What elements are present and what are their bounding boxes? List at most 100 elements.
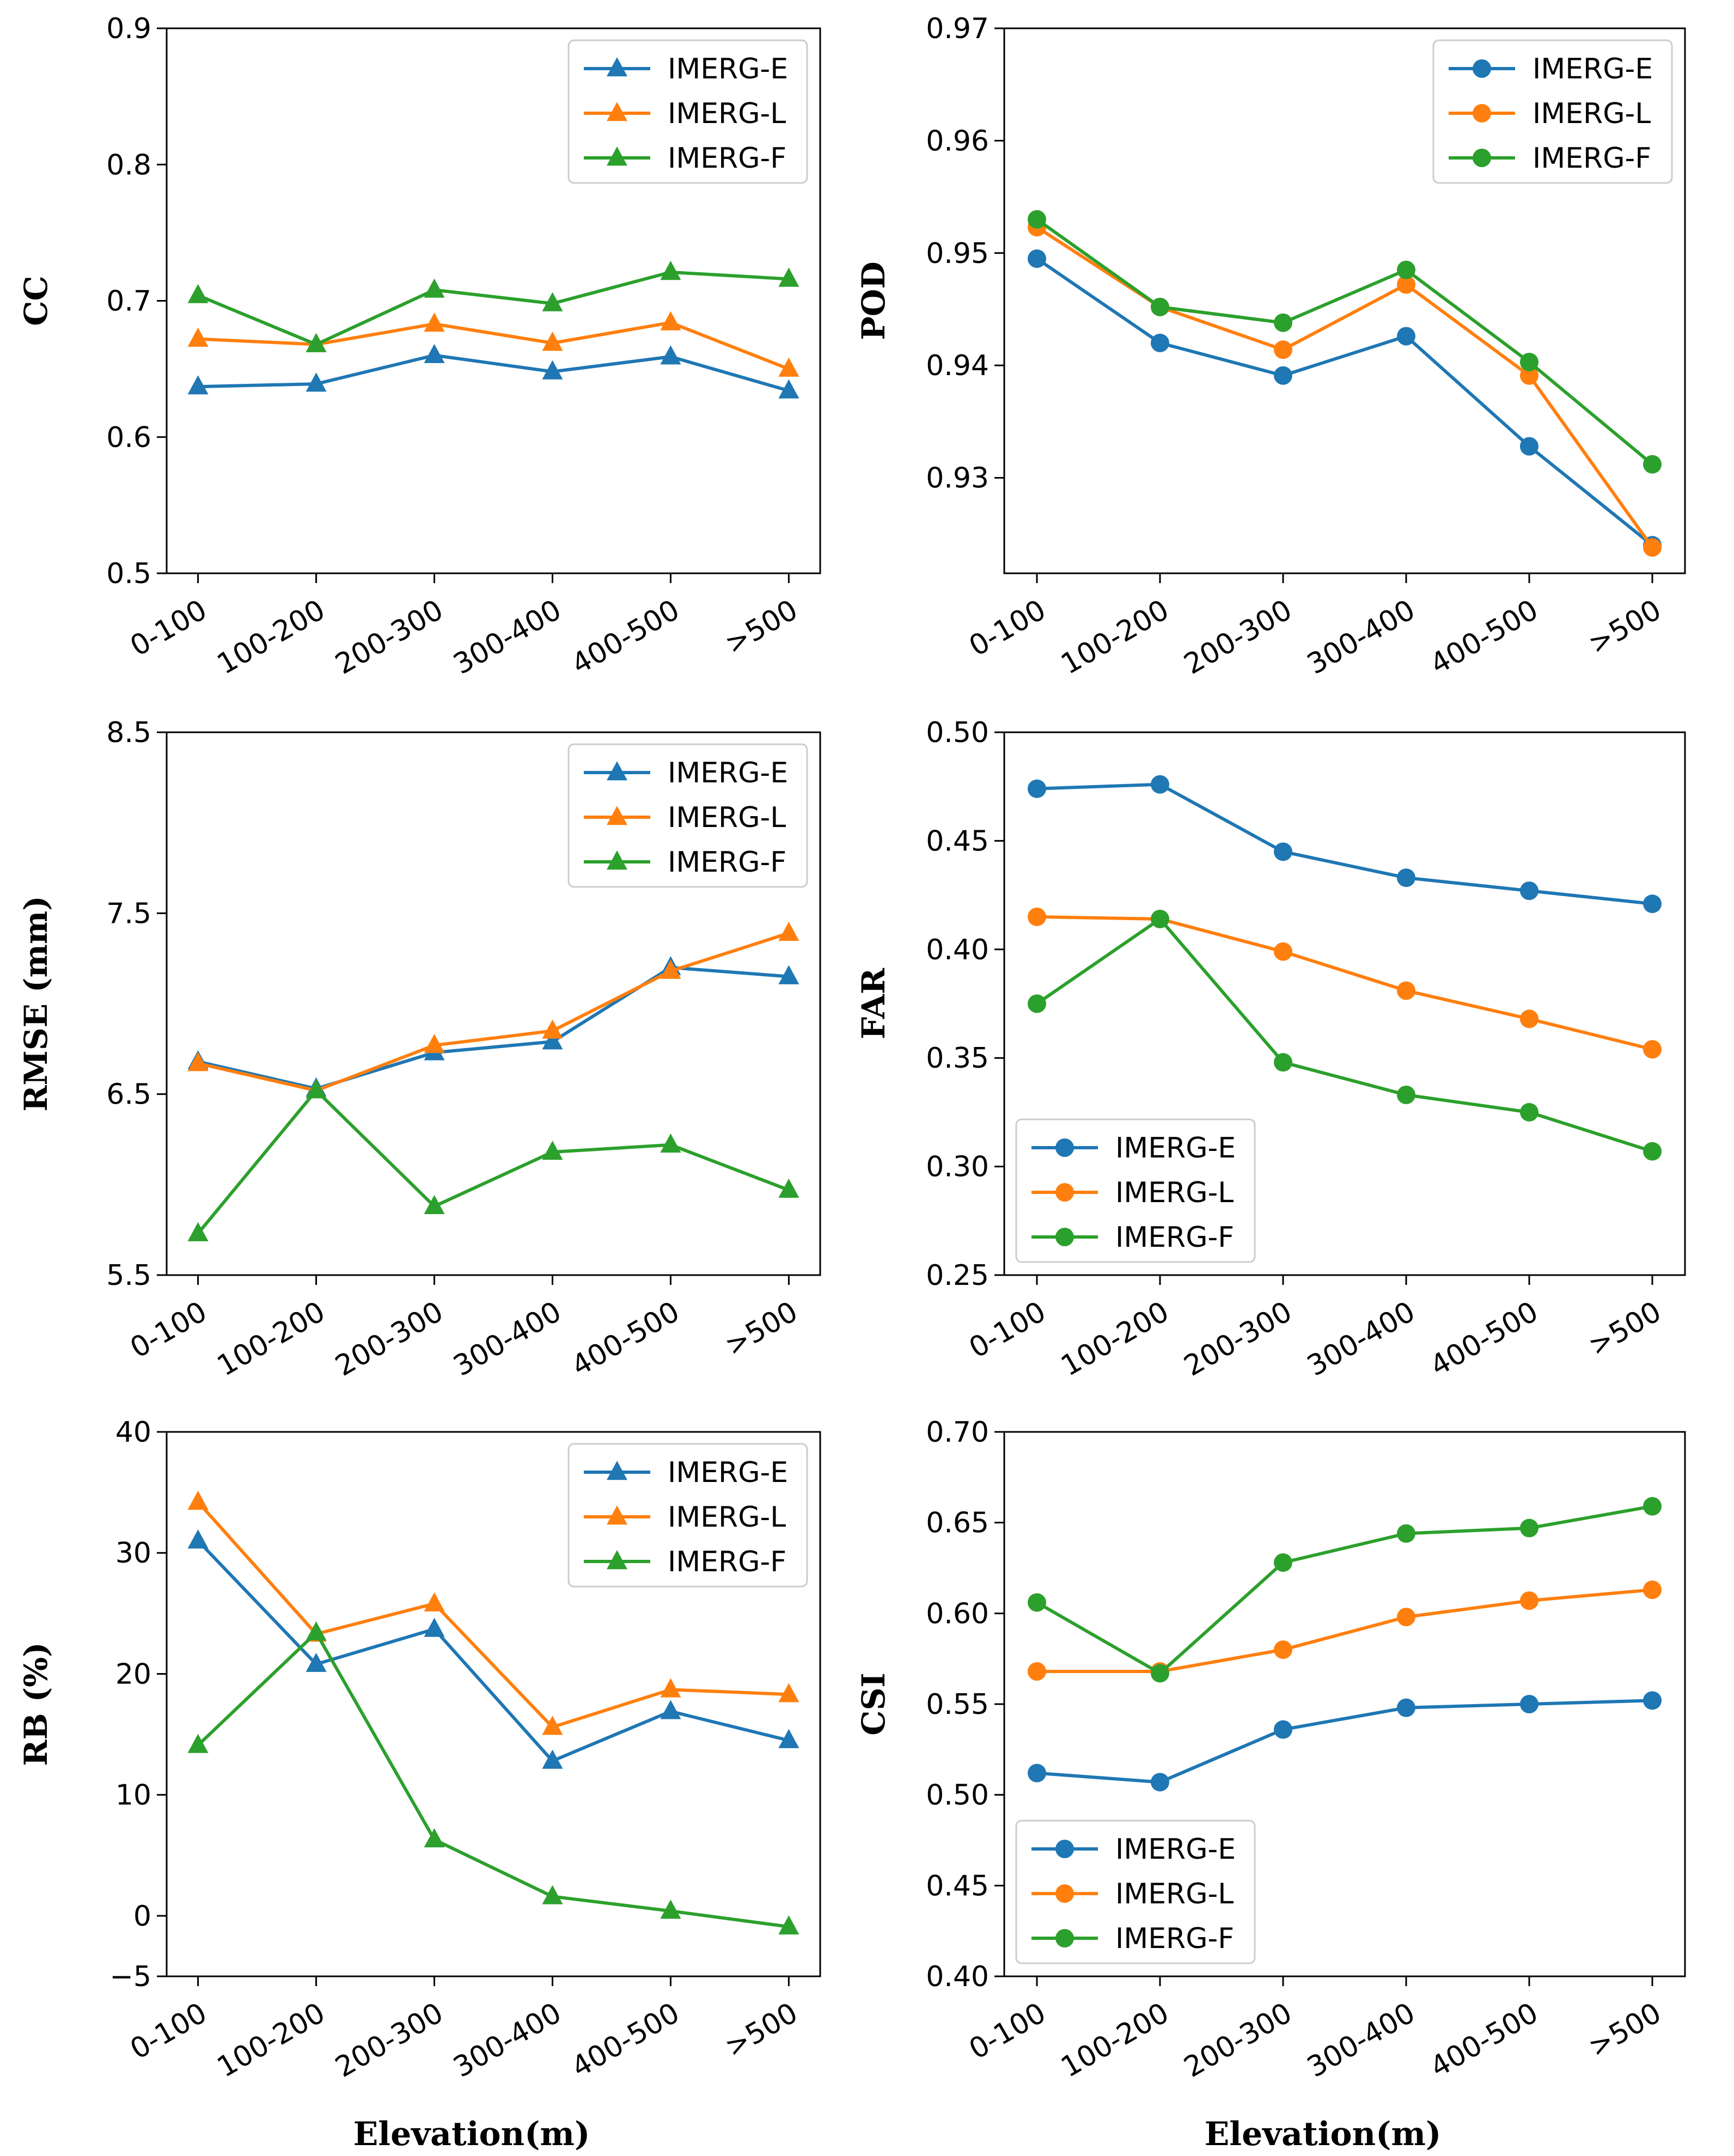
x-tick-label: 200-300 [330, 1996, 449, 2084]
data-point-imerg-f [660, 1133, 681, 1153]
data-point-imerg-e [424, 1618, 445, 1637]
data-point-imerg-l [1397, 1608, 1415, 1626]
y-axis-label: CC [17, 275, 54, 326]
series-line-imerg-l [197, 932, 790, 1093]
y-tick-label: 20 [115, 1658, 151, 1690]
x-tick-label: 400-500 [566, 1996, 685, 2084]
legend-marker-imerg-f [1055, 1228, 1074, 1246]
y-tick-label: 0.70 [926, 1416, 989, 1449]
data-point-imerg-f [542, 1141, 563, 1160]
data-point-imerg-f [1643, 1142, 1662, 1161]
y-tick-label: 0.7 [106, 285, 151, 318]
data-point-imerg-e [187, 375, 209, 395]
x-axis-label: Elevation(m) [1205, 2115, 1442, 2153]
chart-panel-rb: −5 0 10 20 30 40 0-100100-200200-300300-400400… [17, 1416, 821, 2153]
data-point-imerg-l [778, 921, 799, 941]
y-tick-label: −5 [109, 1961, 151, 1993]
data-point-imerg-l [1028, 907, 1046, 926]
series-line-imerg-e [1036, 257, 1653, 547]
series-line-imerg-f [1036, 917, 1653, 1153]
data-point-imerg-f [778, 267, 799, 287]
legend-marker-imerg-f [1055, 1929, 1074, 1947]
data-point-imerg-f [187, 284, 209, 303]
data-point-imerg-f [1643, 1497, 1662, 1516]
y-tick-label: 0.45 [926, 825, 989, 857]
data-point-imerg-e [187, 1529, 209, 1549]
y-axis-label: CSI [855, 1673, 892, 1735]
x-tick-label: 100-200 [212, 1295, 331, 1383]
legend-label-imerg-e: IMERG-E [1532, 53, 1653, 85]
chart-panel-cc: 0.5 0.6 0.7 0.8 0.9 0-100100-200200-300300-40… [17, 13, 821, 681]
legend-frame [567, 1443, 808, 1588]
data-point-imerg-e [1397, 868, 1415, 887]
legend-marker-imerg-e [607, 1461, 627, 1480]
data-point-imerg-e [424, 344, 445, 363]
data-point-imerg-l [542, 1019, 563, 1039]
data-point-imerg-f [660, 1900, 681, 1919]
plot-frame [166, 1431, 821, 1977]
x-tick-label: 0-100 [125, 1295, 212, 1365]
data-point-imerg-f [306, 1079, 327, 1099]
legend-label-imerg-l: IMERG-L [1115, 1878, 1234, 1910]
data-point-imerg-f [424, 278, 445, 298]
data-point-imerg-f [1274, 313, 1292, 332]
legend-label-imerg-e: IMERG-E [1115, 1132, 1236, 1165]
data-point-imerg-l [1643, 538, 1662, 557]
x-tick-label: 400-500 [566, 1295, 685, 1383]
legend-marker-imerg-l [607, 1505, 627, 1525]
data-point-imerg-e [1151, 333, 1169, 352]
x-tick-label: 300-400 [448, 1295, 567, 1383]
y-axis-label: RMSE (mm) [17, 896, 54, 1111]
legend-label-imerg-f: IMERG-F [668, 846, 786, 879]
chart-panel-pod: 0.93 0.94 0.95 0.96 0.97 0-100 100-200 200-300 3… [855, 13, 1686, 681]
legend: IMERG-E IMERG-L IMERG-F [1015, 1820, 1256, 1964]
data-point-imerg-l [187, 1490, 209, 1510]
data-point-imerg-l [187, 327, 209, 347]
data-point-imerg-f [306, 333, 327, 352]
legend-label-imerg-e: IMERG-E [668, 757, 788, 789]
x-tick-label: 200-300 [1179, 593, 1297, 681]
series-line-imerg-f [197, 1631, 789, 1928]
series-line-imerg-l [198, 321, 790, 371]
legend-label-imerg-e: IMERG-E [668, 53, 788, 85]
y-tick-label: 0.50 [926, 1779, 989, 1812]
legend-frame [567, 743, 808, 888]
series-line-imerg-f [197, 1089, 790, 1235]
data-point-imerg-f [1397, 1524, 1415, 1543]
x-axis-label: Elevation(m) [353, 2115, 590, 2153]
x-tick-label: 100-200 [212, 593, 331, 681]
legend-label-imerg-l: IMERG-L [668, 801, 786, 834]
data-point-imerg-e [1151, 775, 1169, 794]
data-point-imerg-e [1397, 327, 1415, 346]
x-tick-label: 300-400 [448, 593, 567, 681]
data-point-imerg-l [660, 311, 681, 330]
x-tick-label: >500 [719, 593, 803, 660]
data-point-imerg-e [778, 379, 799, 399]
legend-label-imerg-f: IMERG-F [1532, 142, 1651, 175]
y-tick-label: 0.9 [106, 13, 151, 45]
x-tick-label: 0-100 [125, 593, 212, 663]
y-tick-label: 0.96 [926, 125, 989, 157]
data-point-imerg-e [1397, 1698, 1415, 1717]
data-point-imerg-f [660, 261, 681, 280]
y-tick-label: 0.55 [926, 1688, 989, 1721]
legend-marker-imerg-e [1473, 59, 1491, 78]
data-point-imerg-e [1643, 895, 1662, 914]
plot-frame [1003, 27, 1686, 574]
y-tick-label: 0.40 [926, 934, 989, 966]
data-point-imerg-l [1520, 366, 1538, 385]
legend-label-imerg-l: IMERG-L [668, 1501, 786, 1534]
y-axis-label: RB (%) [17, 1642, 54, 1766]
legend-marker-imerg-l [607, 806, 627, 825]
data-point-imerg-e [1274, 1720, 1292, 1739]
data-point-imerg-e [306, 372, 327, 392]
y-tick-label: 0.35 [926, 1042, 989, 1075]
data-point-imerg-e [660, 1700, 681, 1719]
data-point-imerg-e [542, 1749, 563, 1769]
data-point-imerg-f [1274, 1553, 1292, 1572]
data-point-imerg-e [660, 345, 681, 365]
data-point-imerg-f [1151, 909, 1169, 928]
legend-label-imerg-e: IMERG-E [668, 1456, 788, 1489]
x-tick-label: 100-200 [1055, 1295, 1174, 1383]
data-point-imerg-l [660, 959, 681, 979]
